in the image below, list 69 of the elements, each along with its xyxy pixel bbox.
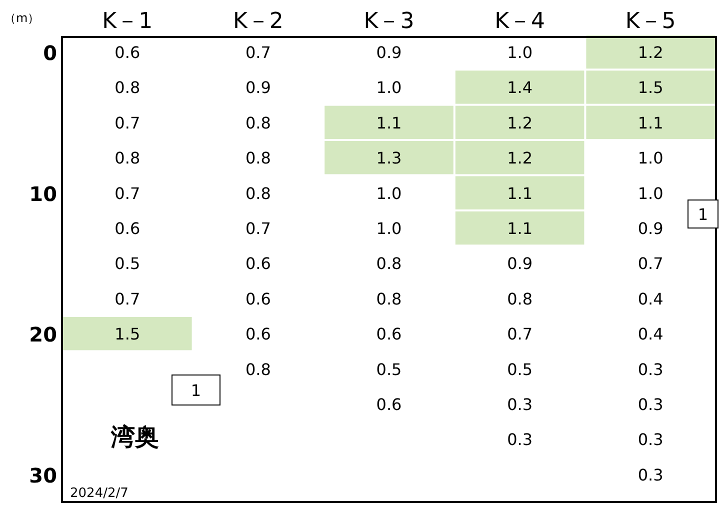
data-label: 1.1 (376, 113, 402, 132)
data-label: 0.7 (638, 254, 664, 274)
annotation: 2024/2/7 (70, 486, 128, 501)
data-label: 0.6 (245, 324, 271, 344)
x-tick-label: K－3 (364, 9, 414, 34)
annotation: 湾奥 (110, 423, 159, 451)
data-label: 1.3 (376, 148, 402, 168)
data-label: 0.4 (638, 289, 664, 308)
data-label: 1.1 (638, 113, 664, 132)
x-tick-label: K－1 (102, 9, 153, 34)
data-label: 0.7 (114, 113, 140, 132)
data-label: 0.3 (638, 465, 664, 484)
data-label: 0.3 (638, 430, 664, 450)
data-label: 0.5 (114, 254, 140, 274)
data-label: 0.8 (245, 113, 271, 132)
data-label: 1.0 (376, 219, 402, 238)
annotation: 1 (698, 205, 708, 224)
data-label: 1.0 (507, 43, 533, 62)
x-tick-label: K－5 (625, 9, 676, 34)
data-label: 1.2 (507, 148, 533, 168)
data-label: 0.8 (376, 289, 402, 308)
data-label: 1.5 (638, 78, 664, 98)
data-label: 0.8 (114, 78, 140, 98)
data-label: 0.5 (507, 360, 533, 379)
data-label: 0.9 (507, 254, 533, 274)
data-label: 1.1 (507, 184, 533, 203)
data-label: 0.6 (376, 324, 402, 344)
data-label: 1.1 (507, 219, 533, 238)
data-label: 0.5 (376, 360, 402, 379)
y-tick-label: 10 (29, 182, 57, 206)
y-tick-label: 20 (29, 322, 57, 347)
data-label: 1.4 (507, 78, 533, 98)
data-label: 0.4 (638, 324, 664, 344)
data-label: 0.7 (245, 219, 271, 238)
data-label: 0.3 (638, 360, 664, 379)
data-label: 0.9 (638, 219, 664, 238)
data-label: 0.6 (114, 43, 140, 62)
annotation: 1 (190, 381, 202, 400)
data-label: 0.8 (245, 184, 271, 203)
data-label: 0.3 (507, 430, 533, 450)
data-label: 0.8 (245, 148, 271, 168)
y-tick-label: 30 (29, 463, 57, 488)
data-label: 0.8 (114, 148, 140, 168)
data-label: 0.8 (245, 360, 271, 379)
data-label: 1.2 (638, 43, 664, 62)
data-label: 1.0 (638, 148, 664, 168)
data-label: 0.8 (376, 254, 402, 274)
data-label: 1.0 (376, 184, 402, 203)
x-tick-label: K－2 (232, 9, 284, 34)
data-label: 1.5 (114, 324, 140, 344)
data-label: 0.9 (376, 43, 402, 62)
data-label: 1.0 (638, 184, 664, 203)
data-label: 0.6 (114, 219, 140, 238)
data-label: 0.7 (114, 289, 140, 308)
data-label: 0.8 (507, 289, 533, 308)
data-label: 0.6 (376, 395, 402, 414)
data-label: 0.6 (245, 254, 271, 274)
data-label: 0.3 (507, 395, 533, 414)
y-axis-title: （m） (4, 11, 40, 25)
data-label: 1.2 (507, 113, 533, 132)
data-label: 0.6 (245, 289, 271, 308)
x-tick-label: K－4 (494, 9, 546, 34)
data-label: 1.0 (376, 78, 402, 98)
data-label: 0.9 (245, 78, 271, 98)
data-label: 0.7 (507, 324, 533, 344)
data-label: 0.3 (638, 395, 664, 414)
y-tick-label: 0 (43, 41, 57, 65)
data-label: 0.7 (114, 184, 140, 203)
data-label: 0.7 (245, 43, 271, 62)
